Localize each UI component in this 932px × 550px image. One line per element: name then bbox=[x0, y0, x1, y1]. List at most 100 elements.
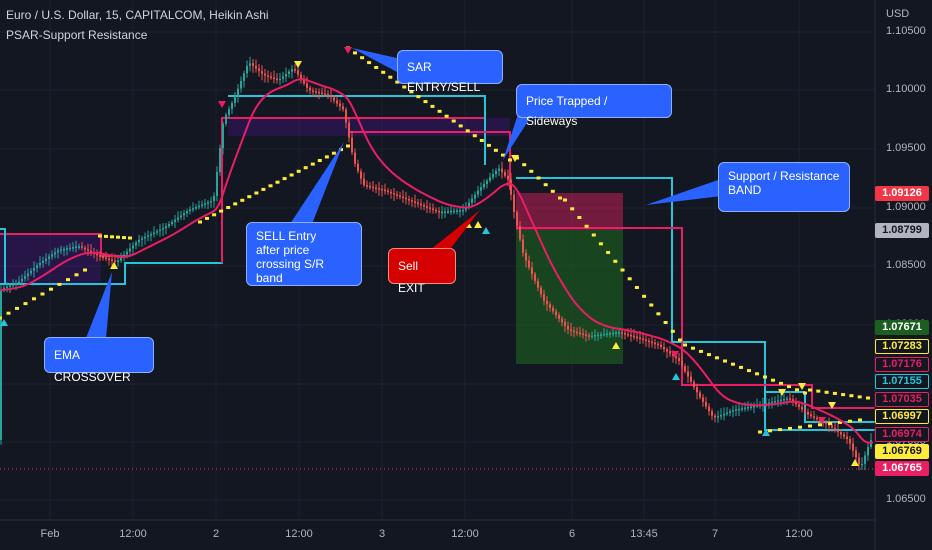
sar-dot bbox=[866, 396, 870, 400]
candle-body bbox=[807, 412, 809, 415]
candle-body bbox=[270, 76, 272, 78]
candle-body bbox=[216, 172, 218, 196]
sar-dot bbox=[74, 273, 79, 277]
candle-body bbox=[324, 93, 326, 95]
sar-dot bbox=[104, 234, 108, 238]
candle-body bbox=[702, 397, 704, 402]
sar-dot bbox=[584, 224, 589, 228]
band-zone bbox=[0, 234, 101, 284]
candle-body bbox=[267, 75, 269, 77]
candle-body bbox=[105, 257, 107, 259]
candle-body bbox=[609, 333, 611, 335]
candle-body bbox=[165, 226, 167, 229]
heikin-ashi-candles bbox=[0, 56, 872, 471]
sar-dot bbox=[849, 394, 854, 398]
candle-body bbox=[453, 210, 455, 213]
candle-body bbox=[504, 172, 506, 176]
candle-body bbox=[510, 179, 512, 195]
candle-body bbox=[738, 408, 740, 411]
candle-body bbox=[633, 335, 635, 338]
candle-body bbox=[417, 202, 419, 205]
candle-body bbox=[156, 231, 158, 233]
candle-body bbox=[372, 186, 374, 189]
candle-body bbox=[6, 286, 8, 289]
sar-dot bbox=[591, 233, 596, 237]
sar-dot bbox=[472, 134, 477, 138]
sar-dot bbox=[479, 139, 484, 142]
sar-dot bbox=[212, 213, 217, 217]
candle-body bbox=[294, 69, 296, 71]
candle-body bbox=[798, 404, 800, 407]
callout-pointer bbox=[86, 272, 112, 338]
candle-body bbox=[414, 201, 416, 203]
candle-body bbox=[864, 455, 866, 464]
candle-body bbox=[837, 429, 839, 433]
candle-body bbox=[222, 124, 224, 148]
sell-signal-marker bbox=[294, 61, 302, 68]
sar-dot bbox=[818, 423, 822, 427]
price-tick-label: 1.10500 bbox=[886, 25, 926, 37]
sar-dot bbox=[787, 385, 791, 389]
sar-dot bbox=[858, 418, 862, 422]
candle-body bbox=[66, 248, 68, 250]
sar-dot bbox=[731, 362, 735, 366]
candle-body bbox=[627, 333, 629, 336]
candle-body bbox=[195, 207, 197, 209]
candle-body bbox=[567, 325, 569, 330]
price-tag: 1.06997 bbox=[875, 409, 929, 424]
sar-dot bbox=[110, 235, 114, 239]
candle-body bbox=[750, 406, 752, 408]
candle-body bbox=[687, 371, 689, 377]
candle-body bbox=[636, 336, 638, 339]
sar-dot bbox=[430, 104, 435, 108]
indicator-title[interactable]: PSAR-Support Resistance bbox=[6, 28, 148, 42]
candle-body bbox=[96, 253, 98, 256]
price-tag: 1.06769 bbox=[875, 444, 929, 459]
sar-dot bbox=[768, 429, 772, 433]
sar-dot bbox=[808, 424, 812, 428]
sell-signal-marker bbox=[818, 417, 826, 424]
callout-pointer bbox=[352, 48, 397, 72]
candle-body bbox=[384, 189, 386, 192]
candle-body bbox=[450, 211, 452, 213]
candle-body bbox=[426, 206, 428, 208]
candle-body bbox=[135, 242, 137, 246]
candle-body bbox=[153, 232, 155, 235]
candle-body bbox=[327, 94, 329, 96]
candle-body bbox=[843, 434, 845, 437]
sar-dot bbox=[663, 321, 668, 324]
candle-body bbox=[207, 202, 209, 204]
candle-body bbox=[174, 219, 176, 222]
candle-body bbox=[522, 239, 524, 253]
candle-body bbox=[669, 351, 671, 354]
sar-dot bbox=[416, 95, 421, 99]
candle-body bbox=[597, 334, 599, 337]
sar-dot bbox=[778, 428, 782, 432]
candle-body bbox=[501, 168, 503, 173]
candle-body bbox=[516, 212, 518, 227]
sell-signal-marker bbox=[671, 351, 679, 358]
candle-body bbox=[249, 63, 251, 66]
candle-body bbox=[462, 210, 464, 212]
sar-dot bbox=[254, 191, 259, 195]
candle-body bbox=[591, 335, 593, 338]
candle-body bbox=[789, 398, 791, 400]
candle-body bbox=[273, 77, 275, 79]
candle-body bbox=[534, 274, 536, 281]
sar-dot bbox=[310, 162, 315, 166]
price-tag: 1.07035 bbox=[875, 392, 929, 407]
sar-dot bbox=[771, 378, 775, 382]
candle-body bbox=[345, 109, 347, 123]
sar-dot bbox=[715, 356, 719, 360]
candle-body bbox=[642, 338, 644, 341]
candle-body bbox=[726, 412, 728, 415]
candle-body bbox=[402, 196, 404, 199]
candle-body bbox=[648, 340, 650, 343]
candle-body bbox=[240, 81, 242, 89]
symbol-title[interactable]: Euro / U.S. Dollar, 15, CAPITALCOM, Heik… bbox=[6, 8, 269, 22]
candle-body bbox=[537, 280, 539, 288]
candle-body bbox=[573, 330, 575, 333]
candle-body bbox=[120, 257, 122, 261]
sar-dot bbox=[501, 153, 505, 157]
time-tick-label: 2 bbox=[212, 528, 220, 540]
